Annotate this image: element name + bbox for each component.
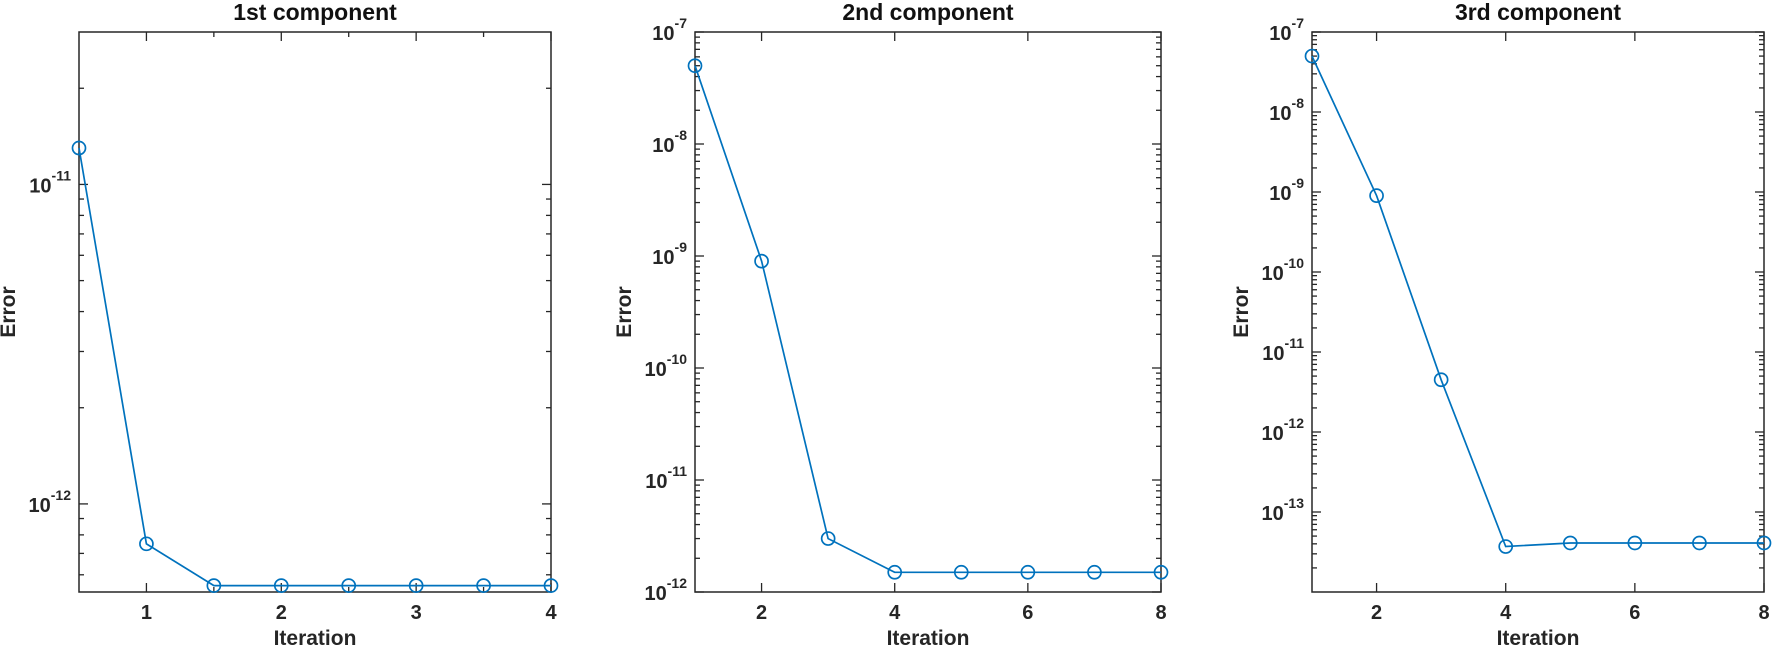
data-point [1087,564,1102,580]
x-tick-label: 4 [1500,602,1512,624]
data-point [1369,188,1384,204]
data-point [1562,535,1578,551]
data-point [953,564,969,580]
x-axis-label: Iteration [887,627,970,650]
data-point [1304,48,1320,64]
x-tick-label: 4 [545,602,557,624]
y-tick-label: 10-9 [652,239,687,269]
x-tick-label: 3 [411,602,422,624]
y-tick-labels: 10-12 10-11 [29,167,72,516]
chart-panel-3rd-component: 2 4 6 8 10-13 10-12 10-11 10-10 10-9 10-8 10-7 3r… [1230,0,1772,650]
plot-area [1311,31,1765,593]
data-points [687,58,1169,580]
data-point [1692,535,1707,551]
x-tick-label: 6 [1629,602,1640,624]
data-point [687,58,703,74]
y-tick-label: 10-8 [1269,95,1304,125]
tick-marks [1312,31,1765,592]
y-tick-label: 10-12 [29,487,72,517]
y-tick-label: 10-7 [1269,15,1304,45]
x-tick-label: 2 [1371,602,1382,624]
data-points [71,140,559,593]
y-tick-label: 10-11 [1262,335,1304,365]
data-point [1627,535,1643,551]
y-tick-label: 10-8 [652,127,687,157]
data-point [1433,372,1449,388]
y-tick-label: 10-12 [1262,415,1305,445]
x-tick-labels: 2 4 6 8 [756,602,1167,624]
y-tick-label: 10-13 [1262,495,1305,525]
plot-area [78,31,552,593]
data-point [1498,539,1514,554]
x-tick-labels: 1 2 3 4 [141,602,558,624]
x-tick-label: 1 [141,602,152,624]
data-point [206,578,222,593]
y-tick-label: 10-7 [652,15,687,45]
y-axis-label: Error [0,286,20,337]
y-tick-label: 10-12 [645,575,688,605]
y-tick-label: 10-10 [645,351,688,381]
data-point [341,578,357,593]
data-point [71,140,87,156]
chart-title: 1st component [233,0,397,25]
y-tick-label: 10-10 [1262,255,1305,285]
series-line [78,147,551,587]
data-point [476,578,491,593]
y-tick-labels: 10-13 10-12 10-11 10-10 10-9 10-8 10-7 [1262,15,1305,525]
x-tick-label: 4 [889,602,901,624]
series-line [694,65,1161,574]
x-tick-label: 6 [1022,602,1033,624]
y-axis-label: Error [613,286,636,337]
tick-marks [79,32,552,592]
y-axis-label: Error [1230,286,1253,337]
data-point [139,536,154,552]
y-tick-label: 10-11 [29,167,71,197]
x-tick-label: 8 [1155,602,1166,624]
y-tick-labels: 10-12 10-11 10-10 10-9 10-8 10-7 [645,15,688,605]
data-points [1304,48,1772,554]
chart-title: 3rd component [1455,0,1621,25]
tick-marks [695,31,1162,593]
data-point [820,531,836,546]
data-point [273,578,289,593]
data-point [754,253,769,269]
data-point [543,578,559,593]
data-point [887,564,903,580]
plot-area [694,31,1162,593]
data-point [1153,564,1169,580]
series-line [1311,55,1764,548]
x-axis-label: Iteration [274,627,357,650]
chart-panel-2nd-component: 2 4 6 8 10-12 10-11 10-10 10-9 10-8 10-7 2nd com… [613,0,1169,650]
data-point [408,578,424,593]
chart-title: 2nd component [842,0,1014,25]
x-axis-label: Iteration [1497,627,1580,650]
y-tick-label: 10-9 [1269,175,1304,205]
data-point [1020,564,1036,580]
x-tick-label: 2 [756,602,767,624]
data-point [1756,535,1772,551]
x-tick-label: 2 [276,602,287,624]
x-tick-label: 8 [1758,602,1769,624]
y-tick-label: 10-11 [645,463,687,493]
x-tick-labels: 2 4 6 8 [1371,602,1770,624]
